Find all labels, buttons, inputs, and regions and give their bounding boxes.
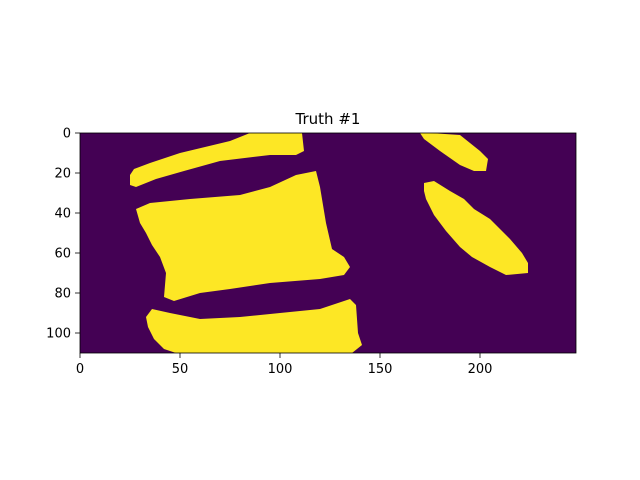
heatmap-region-right-upper-sliver <box>420 133 488 171</box>
plot-area <box>79 132 577 354</box>
y-tick-label: 100 <box>46 327 71 342</box>
y-tick-label: 80 <box>54 287 71 302</box>
y-tick-label: 20 <box>54 167 71 182</box>
axes-frame <box>79 132 577 354</box>
heatmap-region-right-diagonal-band <box>424 181 528 275</box>
heatmap-regions <box>130 133 528 353</box>
heatmap-region-bottom-band <box>146 299 362 353</box>
x-tick-label: 0 <box>76 362 84 377</box>
x-tick-label: 150 <box>368 362 393 377</box>
y-axis: 0 20 40 60 80 100 <box>46 127 80 342</box>
x-tick-label: 200 <box>468 362 493 377</box>
y-tick-label: 60 <box>54 247 71 262</box>
x-tick-label: 50 <box>172 362 189 377</box>
heatmap-region-central-block <box>136 171 350 301</box>
x-axis: 0 50 100 150 200 <box>76 353 493 377</box>
x-tick-label: 100 <box>268 362 293 377</box>
y-tick-label: 40 <box>54 207 71 222</box>
chart-title: Truth #1 <box>295 110 361 128</box>
y-tick-label: 0 <box>63 127 71 142</box>
heatmap-region-top-left-band <box>130 133 304 187</box>
